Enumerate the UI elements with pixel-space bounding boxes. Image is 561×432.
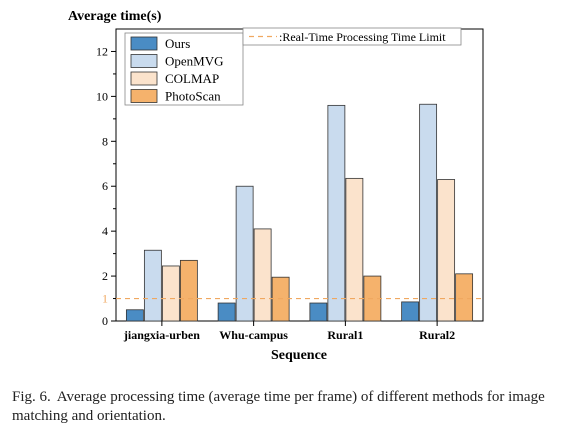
y-tick-label: 12 <box>96 44 108 58</box>
bar-ours-1 <box>125 309 144 322</box>
x-axis-label: Sequence <box>271 348 327 363</box>
y-axis-label: Average time(s) <box>68 9 162 24</box>
legend-label-ours: Ours <box>165 36 190 51</box>
x-tick-label: Rural1 <box>327 328 363 342</box>
bar-photoscan-1 <box>179 259 198 322</box>
bar-photoscan-4 <box>455 273 474 322</box>
legend-swatch-openmvg <box>130 54 158 68</box>
legend-label-openmvg: OpenMVG <box>165 54 224 69</box>
reference-legend-box <box>242 27 462 46</box>
legend-label-photoscan: PhotoScan <box>165 89 221 104</box>
legend-label-colmap: COLMAP <box>165 71 219 86</box>
y-tick-label: 6 <box>102 179 108 193</box>
bar-ours-3 <box>309 302 328 322</box>
bar-openmvg-4 <box>419 103 438 322</box>
bar-colmap-2 <box>253 228 272 322</box>
bar-openmvg-2 <box>235 185 254 322</box>
bar-colmap-3 <box>345 177 364 322</box>
y-tick-label: 8 <box>102 134 108 148</box>
y-tick-label: 2 <box>102 269 108 283</box>
bar-openmvg-3 <box>327 104 346 322</box>
caption-text: Average processing time (average time pe… <box>12 389 545 424</box>
figure-caption: Fig. 6. Average processing time (average … <box>12 388 552 426</box>
caption-label: Fig. 6. <box>12 389 51 405</box>
legend-swatch-photoscan <box>130 89 158 103</box>
reference-legend-label: :Real-Time Processing Time Limit <box>279 30 446 44</box>
bar-ours-4 <box>401 301 420 322</box>
x-tick-label: jiangxia-urben <box>123 328 200 342</box>
bar-colmap-4 <box>437 179 456 322</box>
bar-ours-2 <box>217 302 236 322</box>
reference-line-label: 1 <box>102 292 108 306</box>
y-tick-label: 10 <box>96 89 108 103</box>
chart: Average time(s) 0 2 4 6 8 10 12 jiangxia-urben W… <box>68 9 484 363</box>
y-tick-label: 4 <box>102 224 108 238</box>
bar-colmap-1 <box>161 265 180 322</box>
x-tick-label: Whu-campus <box>219 328 288 342</box>
x-tick-label: Rural2 <box>419 328 455 342</box>
legend-swatch-ours <box>130 36 158 51</box>
legend-swatch-colmap <box>130 71 158 86</box>
plot-area: 0 2 4 6 8 10 12 jiangxia-urben Whu-campus Rural1 R… <box>96 27 484 342</box>
bar-openmvg-1 <box>143 249 162 322</box>
y-tick-label: 0 <box>102 314 108 328</box>
